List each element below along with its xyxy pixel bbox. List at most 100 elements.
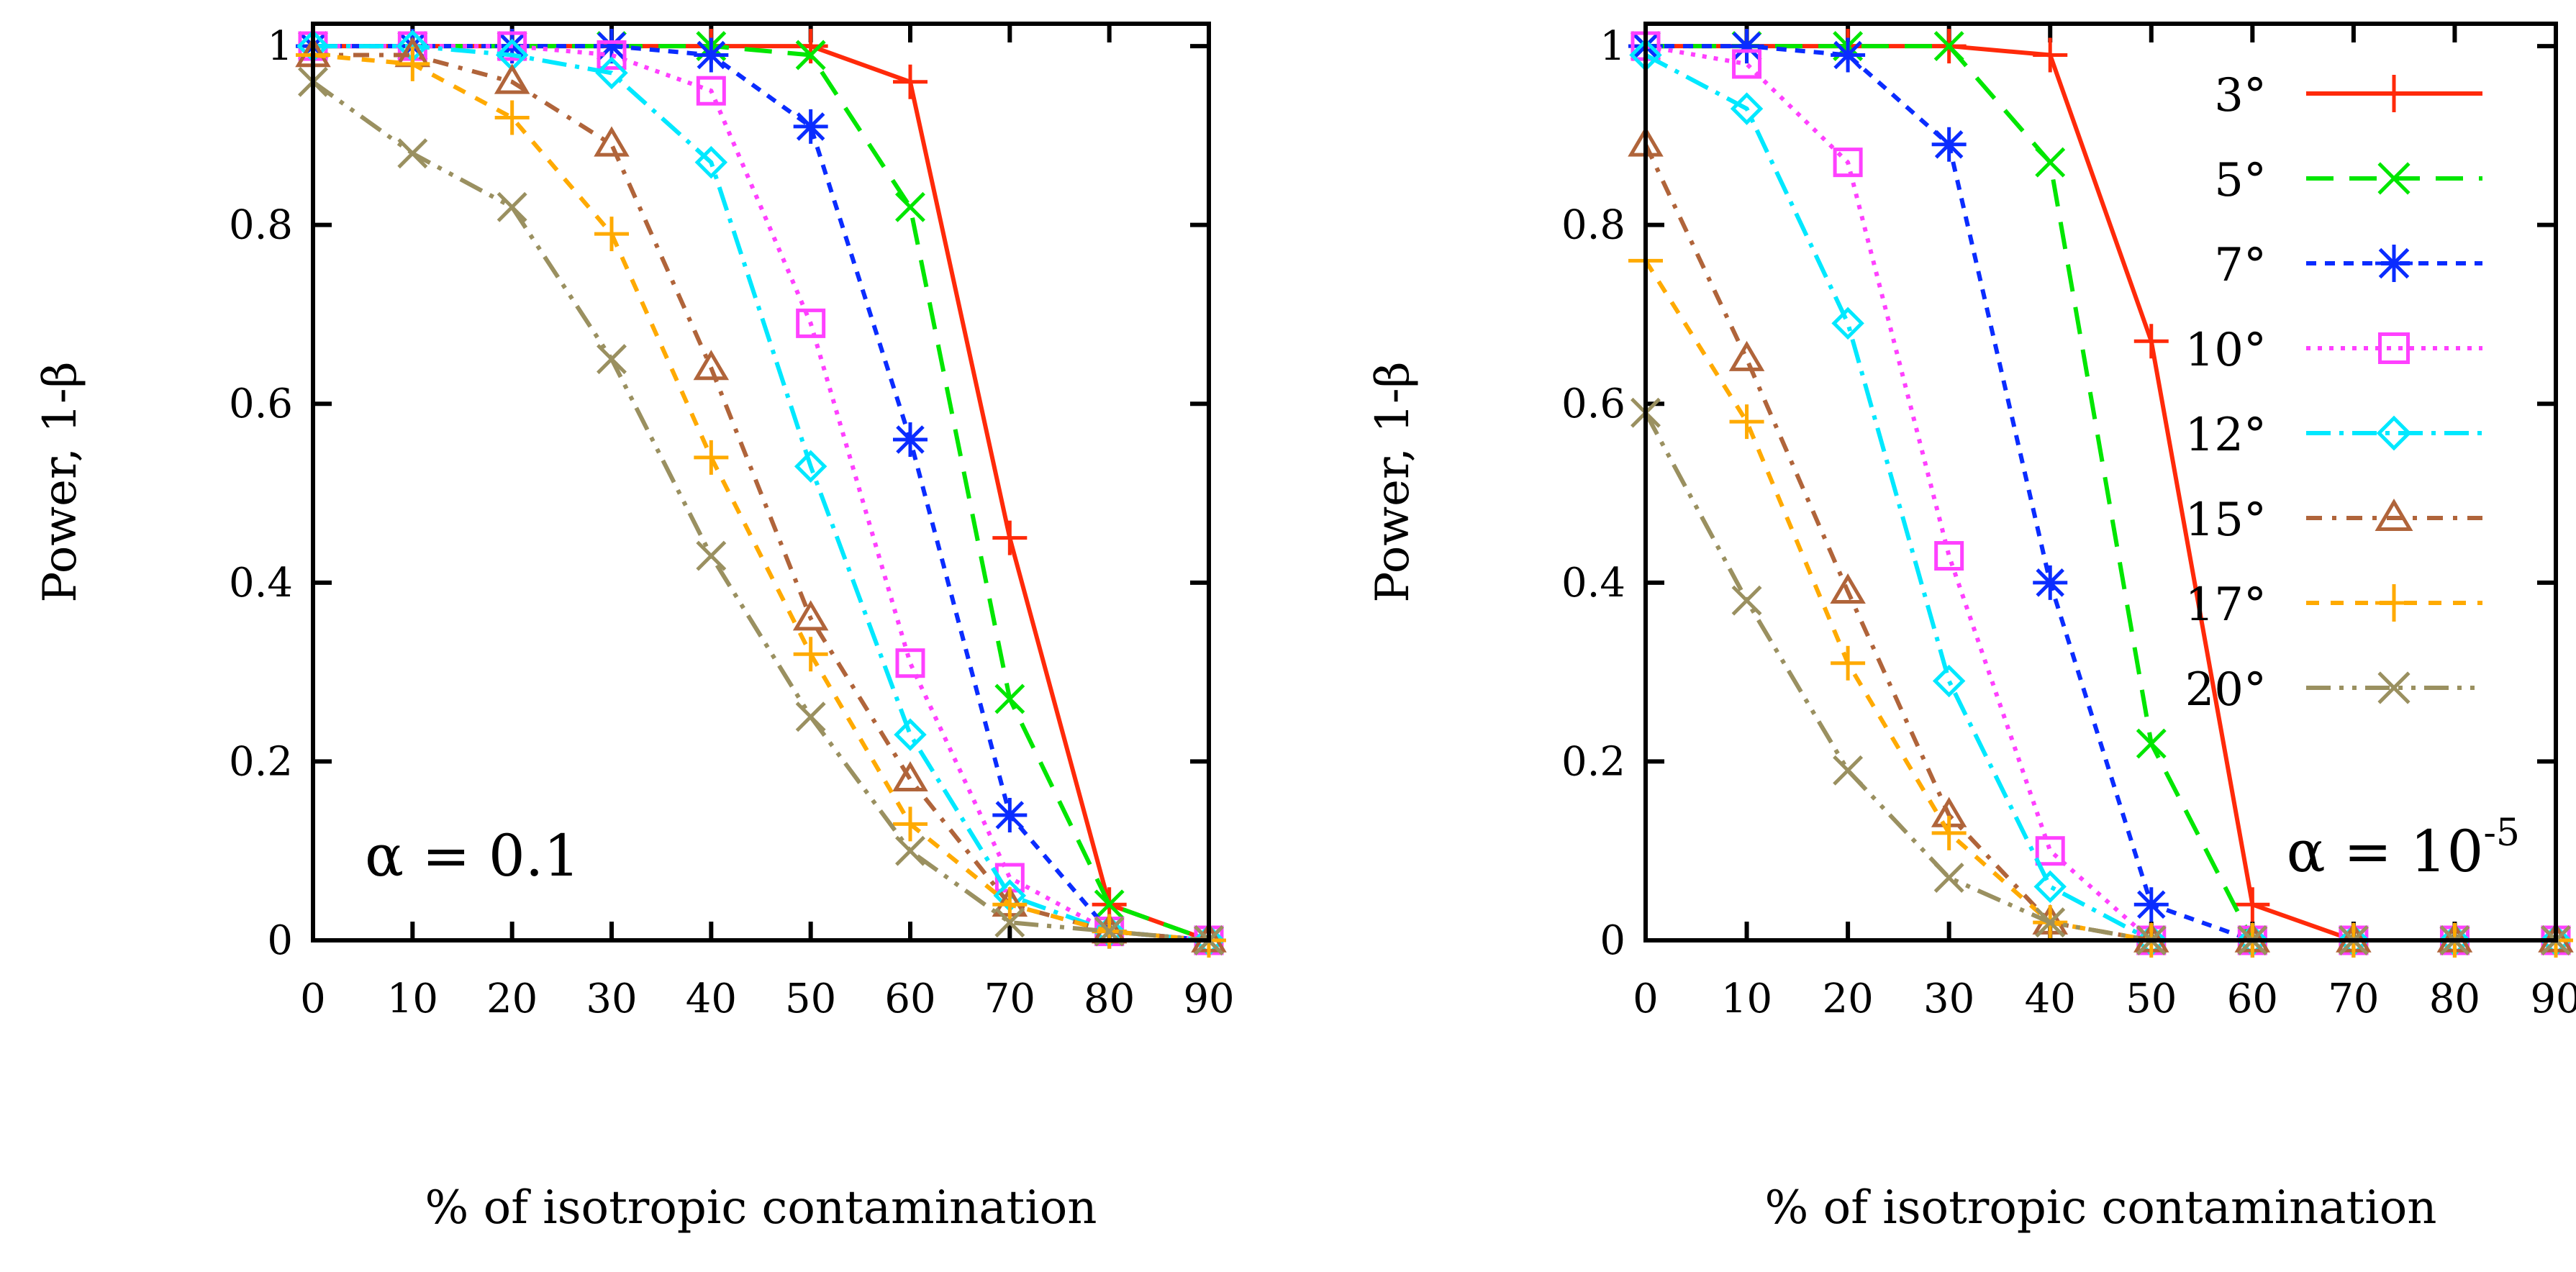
y-tick-label: 0.6 — [1561, 381, 1625, 427]
x-tick-label: 90 — [1183, 976, 1234, 1022]
x-tick-label: 70 — [2328, 976, 2379, 1022]
plus-marker — [2033, 37, 2068, 73]
cross-marker — [2377, 162, 2411, 195]
x-tick-label: 20 — [486, 976, 538, 1022]
legend-entry: 5° — [2214, 154, 2482, 207]
y-tick-label: 0.2 — [1561, 738, 1625, 785]
cross-marker — [895, 835, 925, 866]
x-tick-label: 50 — [785, 976, 836, 1022]
legend-label: 10° — [2185, 324, 2267, 377]
x-tick-label: 50 — [2126, 976, 2177, 1022]
square-marker — [1833, 147, 1863, 178]
star-marker — [2033, 565, 2068, 600]
series-line — [313, 44, 1210, 942]
series-line — [312, 80, 1210, 942]
plus-marker — [1831, 645, 1866, 681]
series-line — [313, 44, 1210, 942]
series-line — [312, 53, 1210, 942]
x-axis-label: % of isotropic contamination — [425, 1181, 1097, 1235]
x-tick-label: 40 — [2025, 976, 2076, 1022]
diamond-marker — [1932, 664, 1966, 698]
legend-entry: 15° — [2185, 494, 2482, 547]
plus-marker — [893, 807, 928, 842]
x-tick-label: 60 — [884, 976, 935, 1022]
star-marker — [2375, 245, 2413, 282]
series-line — [1646, 44, 2556, 942]
diamond-marker — [1831, 306, 1864, 340]
star-marker — [694, 37, 729, 73]
x-tick-label: 80 — [1084, 976, 1135, 1022]
cross-marker — [2035, 907, 2066, 938]
x-tick-label: 90 — [2530, 976, 2576, 1022]
cross-marker — [597, 344, 627, 375]
x-tick-label: 60 — [2227, 976, 2278, 1022]
star-marker — [893, 422, 928, 457]
plus-marker — [793, 637, 828, 672]
diamond-marker — [794, 450, 827, 483]
cross-marker — [2136, 728, 2167, 759]
plus-marker — [694, 440, 729, 475]
series-line — [313, 44, 1210, 942]
triangle-marker — [792, 600, 829, 631]
cross-marker — [1094, 889, 1125, 920]
plus-marker — [992, 520, 1028, 555]
legend-label: 12° — [2185, 409, 2267, 462]
legend-entry: 3° — [2214, 69, 2482, 122]
legend-label: 20° — [2185, 663, 2267, 717]
plus-marker — [992, 887, 1028, 922]
y-tick-label: 1 — [1600, 23, 1625, 70]
diamond-marker — [694, 145, 728, 179]
square-marker — [796, 308, 826, 338]
x-tick-label: 10 — [387, 976, 438, 1022]
y-tick-label: 1 — [267, 23, 293, 70]
x-tick-label: 80 — [2429, 976, 2480, 1022]
plus-marker — [2375, 75, 2413, 112]
cross-marker — [1933, 863, 1964, 893]
y-tick-label: 0.4 — [1561, 560, 1625, 607]
series-20deg — [298, 66, 1224, 955]
plus-marker — [2235, 887, 2270, 922]
alpha-text: α = 10 — [2287, 818, 2484, 885]
y-tick-label: 0.8 — [1561, 202, 1625, 249]
plot-frame — [1643, 22, 2558, 942]
left-panel-alpha-0.1: 0 10 20 30 40 50 60 70 80 90 0 0.2 0.4 0.6 0.8 1 % of is… — [34, 22, 1235, 1235]
right-panel-alpha-1e-5: 0 10 20 30 40 50 60 70 80 90 0 0.2 0.4 0.6 0.8 1 % of is… — [1366, 22, 2576, 1235]
series-line — [1644, 53, 2556, 942]
cross-marker — [397, 138, 428, 169]
plus-marker — [1931, 815, 1967, 850]
x-tick-label: 40 — [686, 976, 737, 1022]
cross-marker — [1833, 755, 1864, 786]
legend-label: 17° — [2185, 578, 2267, 632]
x-tick-label: 20 — [1822, 976, 1873, 1022]
cross-marker — [696, 540, 727, 571]
diamond-marker — [595, 56, 628, 90]
x-tick-label: 70 — [984, 976, 1035, 1022]
x-axis-label: % of isotropic contamination — [1765, 1181, 2437, 1235]
star-marker — [1729, 29, 1764, 64]
legend: 3° 5° 7° 10° 12° 15° 17° 20° — [2185, 69, 2482, 717]
star-marker — [992, 797, 1028, 832]
cross-marker — [795, 701, 826, 732]
square-marker — [696, 76, 726, 106]
triangle-marker — [494, 63, 530, 94]
triangle-marker — [1830, 573, 1866, 604]
diamond-marker — [2376, 415, 2412, 451]
triangle-marker — [2375, 498, 2413, 531]
alpha-annotation: α = 10-5 — [2287, 812, 2520, 885]
x-tick-label: 30 — [1923, 976, 1974, 1022]
series-line — [313, 44, 1210, 942]
square-marker — [1934, 541, 1964, 571]
y-tick-label: 0 — [267, 917, 293, 964]
star-marker — [2133, 887, 2169, 922]
plus-marker — [2375, 584, 2413, 622]
cross-marker — [994, 683, 1025, 714]
cross-marker — [1731, 585, 1762, 616]
y-tick-label: 0.8 — [229, 202, 293, 249]
star-marker — [594, 29, 629, 64]
series-10deg — [1631, 31, 2571, 955]
series-line — [1646, 44, 2556, 942]
y-axis-label: Power, 1-β — [1366, 361, 1420, 602]
x-tick-label: 0 — [1633, 976, 1659, 1022]
legend-entry: 12° — [2185, 409, 2482, 462]
square-marker — [895, 648, 925, 678]
